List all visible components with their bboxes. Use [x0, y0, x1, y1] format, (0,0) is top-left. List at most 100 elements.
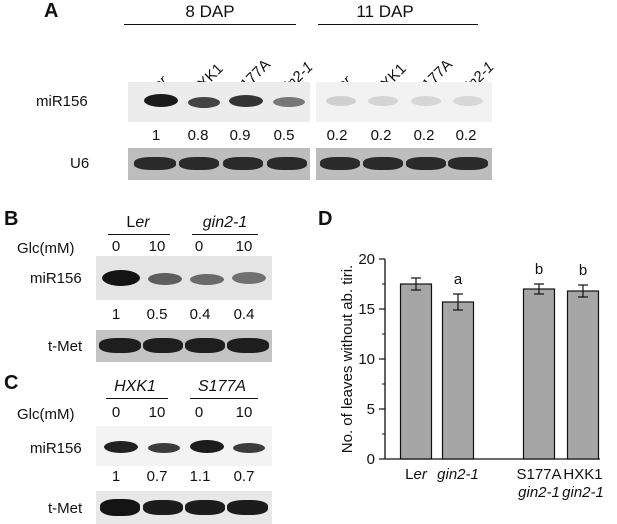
value-b-1: 1: [111, 306, 121, 323]
band: [148, 443, 180, 453]
panel-b-glc-3: 0: [194, 238, 204, 255]
category-label: S177A: [516, 466, 561, 483]
band: [185, 338, 225, 353]
panel-c-group2-line: [190, 398, 258, 400]
band: [229, 95, 263, 107]
band: [148, 273, 182, 285]
panel-b-letter: B: [4, 208, 19, 230]
bar: [522, 288, 556, 460]
band: [227, 338, 269, 353]
blot-a-mir156-8dap: [128, 82, 310, 122]
panel-a-row-label-u6: U6: [70, 155, 90, 172]
panel-d-letter: D: [318, 208, 333, 230]
value-a-1: 1: [151, 127, 161, 144]
band: [104, 441, 138, 453]
blot-b-mir156: [96, 256, 272, 300]
value-a-6: 0.2: [370, 127, 392, 144]
value-a-8: 0.2: [455, 127, 477, 144]
band: [179, 157, 219, 170]
band: [223, 157, 263, 170]
bar: [399, 283, 433, 460]
value-b-2: 0.5: [146, 306, 168, 323]
category-label: Ler: [405, 466, 428, 483]
value-c-1: 1: [111, 468, 121, 485]
blot-a-u6-11dap: [316, 148, 492, 180]
value-a-7: 0.2: [413, 127, 435, 144]
value-a-3: 0.9: [229, 127, 251, 144]
panel-b-glc-4: 10: [235, 238, 253, 255]
category-label-line2: gin2-1: [562, 484, 604, 501]
blot-c-tmet: [96, 491, 272, 524]
panel-b-row-label-mir156: miR156: [30, 270, 82, 287]
panel-c-glc-3: 0: [194, 404, 204, 421]
band: [411, 96, 441, 106]
band: [143, 500, 183, 515]
value-a-4: 0.5: [273, 127, 295, 144]
value-c-2: 0.7: [146, 468, 168, 485]
band: [448, 157, 488, 170]
band: [144, 94, 178, 107]
value-b-4: 0.4: [233, 306, 255, 323]
band: [232, 272, 266, 284]
panel-b-glc-label: Glc(mM): [17, 240, 75, 257]
panel-a-row-label-mir156: miR156: [36, 93, 88, 110]
panel-c-glc-4: 10: [235, 404, 253, 421]
band: [102, 270, 140, 286]
band: [99, 338, 141, 353]
blot-a-mir156-11dap: [316, 82, 492, 122]
group-11dap-line: [318, 24, 478, 26]
category-label-line2: gin2-1: [518, 484, 560, 501]
panel-b-group1-line: [108, 234, 170, 236]
significance-label: b: [535, 261, 543, 278]
band: [134, 157, 176, 170]
band: [227, 500, 268, 515]
group-8dap-line: [124, 24, 296, 26]
y-tick-label: 20: [358, 251, 375, 268]
band: [100, 499, 140, 516]
significance-label: a: [454, 271, 463, 288]
blot-b-tmet: [96, 330, 272, 362]
group-11dap-label: 11 DAP: [356, 2, 414, 21]
value-b-3: 0.4: [189, 306, 211, 323]
panel-c-group1-label: HXK1: [114, 378, 156, 395]
band: [143, 338, 183, 353]
panel-c-row-label-tmet: t-Met: [48, 500, 83, 517]
band: [267, 157, 307, 170]
band: [185, 500, 225, 515]
blot-a-u6-8dap: [128, 148, 310, 180]
panel-a-letter: A: [44, 0, 59, 22]
value-c-3: 1.1: [189, 468, 211, 485]
category-label: HXK1: [563, 466, 602, 483]
band: [190, 274, 224, 285]
y-tick-label: 5: [367, 401, 375, 418]
panel-c-letter: C: [4, 372, 19, 394]
panel-c-group2-label: S177A: [197, 378, 247, 395]
band: [320, 157, 360, 170]
y-tick-label: 10: [358, 351, 375, 368]
blot-c-mir156: [96, 426, 272, 466]
value-c-4: 0.7: [233, 468, 255, 485]
y-tick-label: 15: [358, 301, 375, 318]
value-a-5: 0.2: [326, 127, 348, 144]
category-label: gin2-1: [437, 466, 479, 483]
value-a-2: 0.8: [187, 127, 209, 144]
band: [326, 96, 356, 106]
band: [273, 97, 305, 107]
significance-label: b: [579, 262, 587, 279]
panel-b-group1-label: Ler: [126, 214, 150, 231]
panel-c-glc-2: 10: [148, 404, 166, 421]
y-tick-label: 0: [367, 451, 375, 468]
panel-c-row-label-mir156: miR156: [30, 440, 82, 457]
band: [406, 157, 446, 170]
panel-b-group2-line: [192, 234, 258, 236]
band: [453, 96, 483, 106]
band: [363, 157, 403, 170]
panel-b-group2-label: gin2-1: [202, 214, 248, 231]
bar: [566, 290, 600, 460]
band: [190, 440, 224, 453]
bar: [441, 301, 475, 460]
panel-c-glc-label: Glc(mM): [17, 406, 75, 423]
panel-c-glc-1: 0: [111, 404, 121, 421]
band: [368, 96, 398, 106]
